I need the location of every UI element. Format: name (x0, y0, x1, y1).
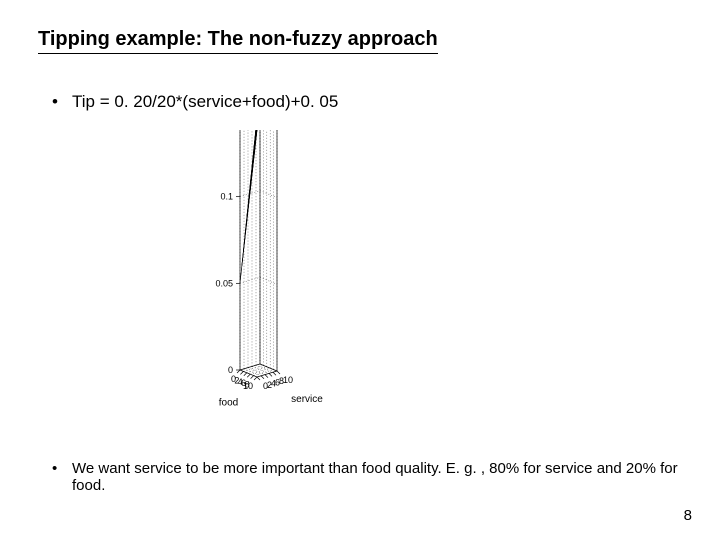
svg-text:10: 10 (243, 381, 253, 391)
svg-text:10: 10 (283, 375, 293, 385)
page-number: 8 (684, 507, 692, 524)
slide-title: Tipping example: The non-fuzzy approach (38, 28, 438, 54)
svg-text:0.1: 0.1 (220, 192, 233, 202)
bullet-formula: Tip = 0. 20/20*(service+food)+0. 05 (72, 92, 338, 112)
bullet-note: We want service to be more important tha… (72, 460, 680, 494)
svg-text:service: service (291, 394, 323, 405)
svg-text:0.05: 0.05 (215, 278, 233, 288)
svg-text:food: food (219, 398, 238, 409)
tip-surface-chart: 00.050.10.150.20.250.302468100246810tipf… (130, 130, 590, 440)
